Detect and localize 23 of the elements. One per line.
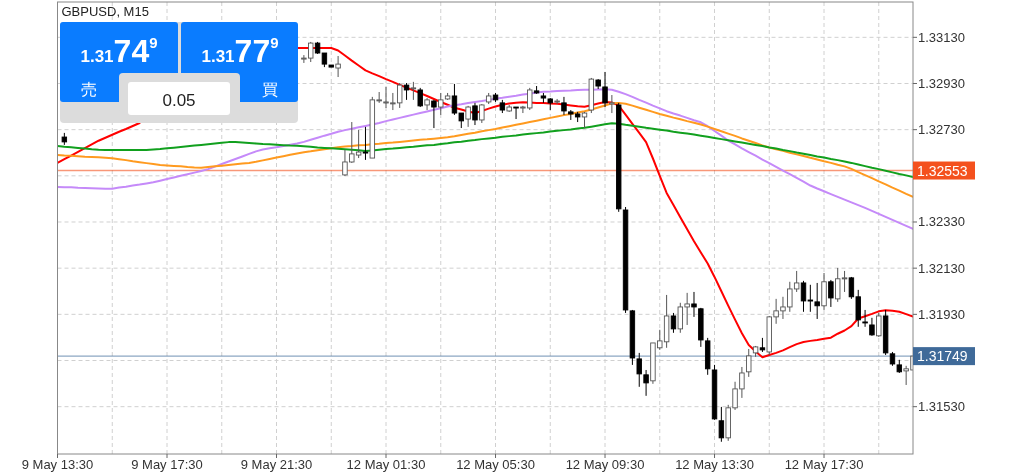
chart-title: GBPUSD, M15 xyxy=(61,4,149,19)
x-tick-label: 9 May 21:30 xyxy=(240,457,313,472)
x-tick-label: 9 May 13:30 xyxy=(21,457,94,472)
y-tick-label: 1.32330 xyxy=(918,214,965,230)
ref-line-label: 1.32553 xyxy=(917,162,968,179)
y-tick-label: 1.33130 xyxy=(918,29,965,45)
x-tick-label: 12 May 01:30 xyxy=(346,457,426,472)
annotation: 売 xyxy=(81,81,97,98)
x-tick-label: 12 May 05:30 xyxy=(456,457,535,472)
y-tick-label: 1.31930 xyxy=(918,306,965,322)
x-tick-label: 12 May 17:30 xyxy=(784,457,864,472)
y-tick-label: 1.32130 xyxy=(918,260,965,276)
x-tick-label: 12 May 13:30 xyxy=(675,457,754,472)
ref-label: 1.32553 xyxy=(913,161,975,180)
x-tick-label: 9 May 17:30 xyxy=(131,457,203,472)
y-tick-label: 1.32930 xyxy=(918,75,965,91)
ref-label: 1.31749 xyxy=(913,347,975,366)
annotation: 0.05 xyxy=(162,91,196,110)
y-tick-label: 1.32730 xyxy=(918,122,965,138)
y-tick-label: 1.31530 xyxy=(918,399,965,415)
annotation: 買 xyxy=(262,81,278,98)
ref-line-label: 1.31749 xyxy=(917,348,968,365)
x-tick-label: 12 May 09:30 xyxy=(565,457,645,472)
